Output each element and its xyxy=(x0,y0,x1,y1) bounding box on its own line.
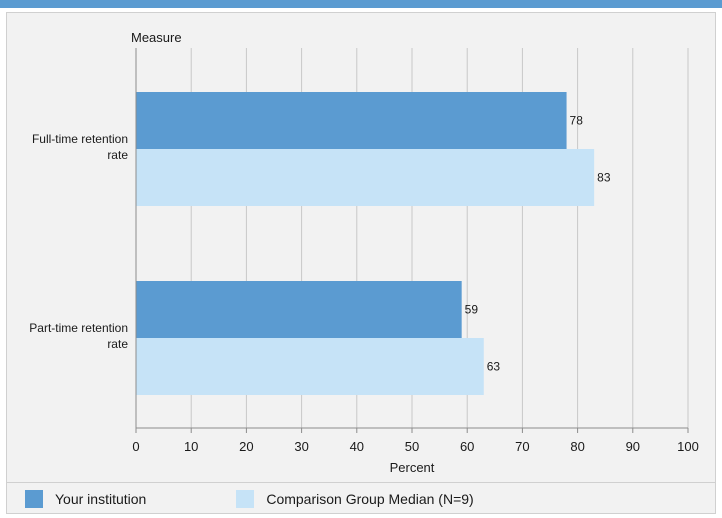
data-label: 63 xyxy=(487,360,501,374)
x-tick-label: 60 xyxy=(460,439,474,454)
category-label: rate xyxy=(107,337,128,351)
chart-title: Measure xyxy=(131,30,182,45)
x-tick-label: 20 xyxy=(239,439,253,454)
category-label: Part-time retention xyxy=(29,321,128,335)
legend-swatch-your-institution xyxy=(25,489,43,508)
category-labels: Full-time retention rate Part-time retenti… xyxy=(29,132,128,351)
bar xyxy=(136,281,462,338)
bar xyxy=(136,338,484,395)
legend-label-comparison-median: Comparison Group Median (N=9) xyxy=(266,490,474,507)
data-label: 83 xyxy=(597,171,611,185)
legend-swatch-comparison-median xyxy=(236,489,255,508)
x-tick-label: 90 xyxy=(626,439,640,454)
x-tick-label: 80 xyxy=(570,439,584,454)
category-label: Full-time retention xyxy=(32,132,128,146)
x-axis-label: Percent xyxy=(390,460,435,475)
legend-label-your-institution: Your institution xyxy=(55,490,147,507)
data-label: 59 xyxy=(465,303,479,317)
x-tick-label: 10 xyxy=(184,439,198,454)
data-label: 78 xyxy=(570,114,584,128)
x-tick-label: 100 xyxy=(677,439,699,454)
bar xyxy=(136,149,595,206)
top-accent-bar xyxy=(0,0,722,8)
x-tick-label: 0 xyxy=(132,439,139,454)
bar xyxy=(136,92,567,149)
legend-item-comparison-median: Comparison Group Median (N=9) xyxy=(236,489,474,508)
x-tick-label: 30 xyxy=(294,439,308,454)
legend: Your institution Comparison Group Median… xyxy=(6,482,716,514)
legend-item-your-institution: Your institution xyxy=(25,489,147,508)
bars: 78 83 59 63 xyxy=(136,92,611,395)
category-label: rate xyxy=(107,148,128,162)
x-tick-label: 70 xyxy=(515,439,529,454)
x-tick-labels: 0 10 20 30 40 50 60 70 80 90 100 xyxy=(132,428,699,454)
x-tick-label: 40 xyxy=(350,439,364,454)
x-tick-label: 50 xyxy=(405,439,419,454)
